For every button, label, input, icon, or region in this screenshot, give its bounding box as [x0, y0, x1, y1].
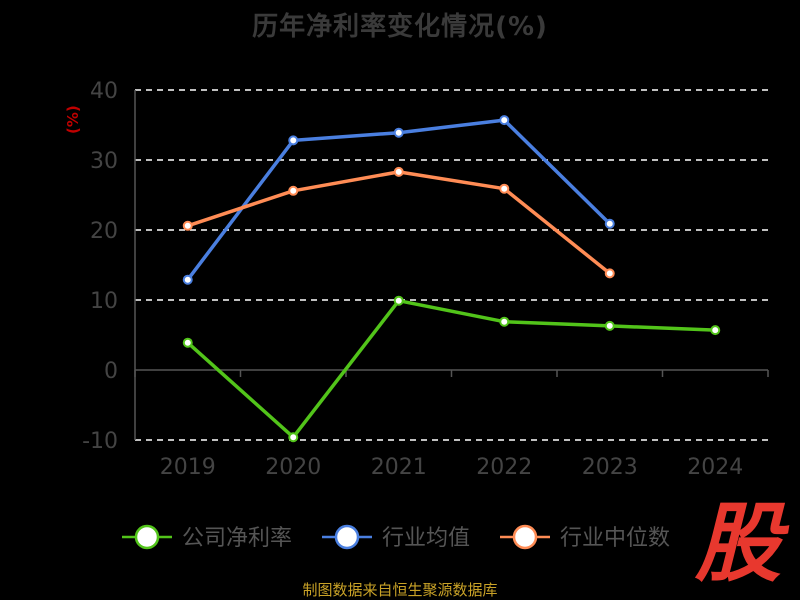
data-point: [288, 185, 299, 196]
x-tick-label: 2021: [371, 455, 427, 480]
data-source-footer: 制图数据来自恒生聚源数据库: [302, 581, 498, 599]
series-line: [186, 298, 716, 439]
data-point: [182, 337, 193, 348]
data-point: [393, 166, 404, 177]
data-point: [288, 135, 299, 146]
data-point: [499, 183, 510, 194]
data-point: [499, 316, 510, 327]
data-point: [288, 432, 299, 443]
legend-marker: [334, 524, 360, 550]
data-point: [393, 295, 404, 306]
legend-label: 行业均值: [382, 526, 470, 551]
y-tick-label: -10: [82, 429, 118, 454]
y-tick-label: 0: [104, 359, 118, 384]
data-point: [604, 218, 615, 229]
data-point: [604, 268, 615, 279]
data-point: [604, 320, 615, 331]
y-tick-label: 40: [90, 79, 118, 104]
y-tick-label: 10: [90, 289, 118, 314]
y-tick-label: 30: [90, 149, 118, 174]
data-point: [710, 325, 721, 336]
x-tick-label: 2022: [476, 455, 532, 480]
data-point: [393, 127, 404, 138]
legend-label: 行业中位数: [560, 526, 670, 551]
data-point: [182, 274, 193, 285]
x-tick-label: 2024: [687, 455, 743, 480]
data-point: [182, 220, 193, 231]
x-tick-label: 2019: [160, 455, 216, 480]
x-tick-label: 2023: [582, 455, 638, 480]
series-line: [186, 118, 611, 281]
legend-marker: [512, 524, 538, 550]
legend-marker: [134, 524, 160, 550]
legend-label: 公司净利率: [182, 526, 292, 551]
series-line: [187, 170, 611, 275]
y-tick-label: 20: [90, 219, 118, 244]
chart-title: 历年净利率变化情况(%): [252, 12, 548, 42]
brand-logo: 股: [695, 494, 781, 594]
data-point: [499, 115, 510, 126]
x-tick-label: 2020: [265, 455, 321, 480]
